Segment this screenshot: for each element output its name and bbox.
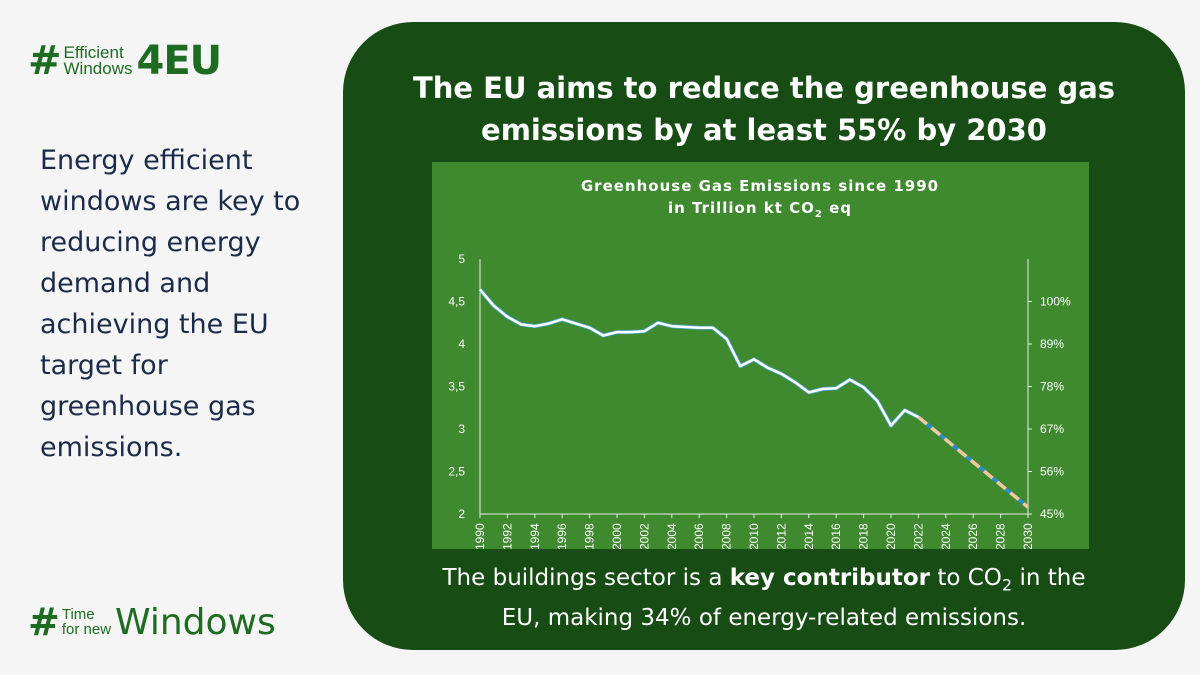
- footer-line2: EU, making 34% of energy-related emissio…: [501, 604, 1027, 631]
- y-tick-label: 5: [458, 252, 465, 266]
- y-tick-label: 2,5: [448, 465, 465, 479]
- footer-part2: to CO: [930, 565, 1002, 591]
- x-tick-label: 2026: [966, 523, 980, 549]
- efficient-windows-4eu-logo: # Efficient Windows 4EU: [28, 38, 222, 84]
- x-tick-label: 2002: [637, 523, 651, 549]
- panel-footer: The buildings sector is a key contributo…: [343, 562, 1185, 635]
- x-tick-label: 2028: [994, 523, 1008, 549]
- logo-bottom-hash: #: [28, 600, 60, 644]
- x-tick-label: 1992: [500, 523, 514, 549]
- intro-text: Energy efficient windows are key to redu…: [40, 145, 301, 463]
- logo-word-for-new: for new: [61, 621, 112, 638]
- chart-title-line1: Greenhouse Gas Emissions since 1990: [581, 177, 939, 195]
- emissions-chart: Greenhouse Gas Emissions since 1990 in Tr…: [432, 162, 1089, 549]
- y2-tick-label: 78%: [1040, 380, 1064, 394]
- x-tick-label: 2000: [610, 523, 624, 549]
- chart-title-line2: in Trillion kt CO2 eq: [668, 199, 852, 220]
- x-tick-label: 2022: [911, 523, 925, 549]
- x-tick-label: 2008: [720, 523, 734, 549]
- x-tick-label: 1994: [528, 523, 542, 549]
- time-for-new-windows-logo: # Time for new Windows: [28, 600, 276, 644]
- x-tick-label: 2006: [692, 523, 706, 549]
- x-tick-label: 1998: [583, 523, 597, 549]
- logo-4eu: 4EU: [136, 38, 222, 84]
- projection-line: [917, 415, 1030, 509]
- logo-words: Efficient Windows: [63, 43, 133, 78]
- x-tick-label: 2018: [857, 523, 871, 549]
- x-tick-label: 1990: [473, 523, 487, 549]
- chart-title-line2-suffix: eq: [823, 199, 852, 217]
- y2-tick-label: 45%: [1040, 507, 1064, 521]
- footer-sub: 2: [1001, 575, 1013, 595]
- panel-title: The EU aims to reduce the greenhouse gas…: [343, 67, 1185, 151]
- footer-bold: key contributor: [729, 565, 931, 591]
- panel-title-line1: The EU aims to reduce the greenhouse gas: [412, 71, 1116, 105]
- y2-tick-label: 56%: [1040, 465, 1064, 479]
- y-tick-label: 4: [458, 337, 465, 351]
- y-tick-label: 4,5: [448, 295, 465, 309]
- x-tick-label: 2012: [774, 523, 788, 549]
- logo-windows: Windows: [115, 601, 276, 643]
- emissions-line: [479, 288, 919, 427]
- y2-tick-label: 89%: [1040, 337, 1064, 351]
- x-tick-label: 2030: [1021, 523, 1035, 549]
- y2-tick-label: 100%: [1040, 295, 1071, 309]
- y2-tick-label: 67%: [1040, 422, 1064, 436]
- logo-bottom-words: Time for new: [62, 607, 111, 637]
- y-tick-label: 2: [458, 507, 465, 521]
- emissions-line-shadow: [478, 288, 920, 428]
- x-tick-label: 2010: [747, 523, 761, 549]
- logo-word-efficient: Efficient: [63, 43, 124, 62]
- x-tick-label: 2024: [939, 523, 953, 549]
- logo-hash: #: [28, 38, 62, 84]
- chart-svg: Greenhouse Gas Emissions since 1990 in Tr…: [448, 177, 1071, 549]
- footer-part3: in the: [1012, 565, 1086, 591]
- chart-title-line2-sub: 2: [815, 209, 823, 220]
- logo-word-time: Time: [61, 606, 95, 623]
- chart-title-line2-text: in Trillion kt CO: [668, 199, 815, 217]
- x-tick-label: 2014: [802, 523, 816, 549]
- logo-word-windows: Windows: [63, 59, 133, 78]
- x-tick-label: 2016: [829, 523, 843, 549]
- x-tick-label: 2020: [884, 523, 898, 549]
- y-tick-label: 3,5: [448, 380, 465, 394]
- panel-title-line2: emissions by at least 55% by 2030: [481, 113, 1047, 147]
- x-tick-label: 1996: [555, 523, 569, 549]
- x-tick-label: 2004: [665, 523, 679, 549]
- footer-line1: The buildings sector is a key contributo…: [343, 562, 1185, 602]
- footer-part1: The buildings sector is a: [442, 565, 730, 591]
- info-panel: The EU aims to reduce the greenhouse gas…: [343, 22, 1185, 650]
- y-tick-label: 3: [458, 422, 465, 436]
